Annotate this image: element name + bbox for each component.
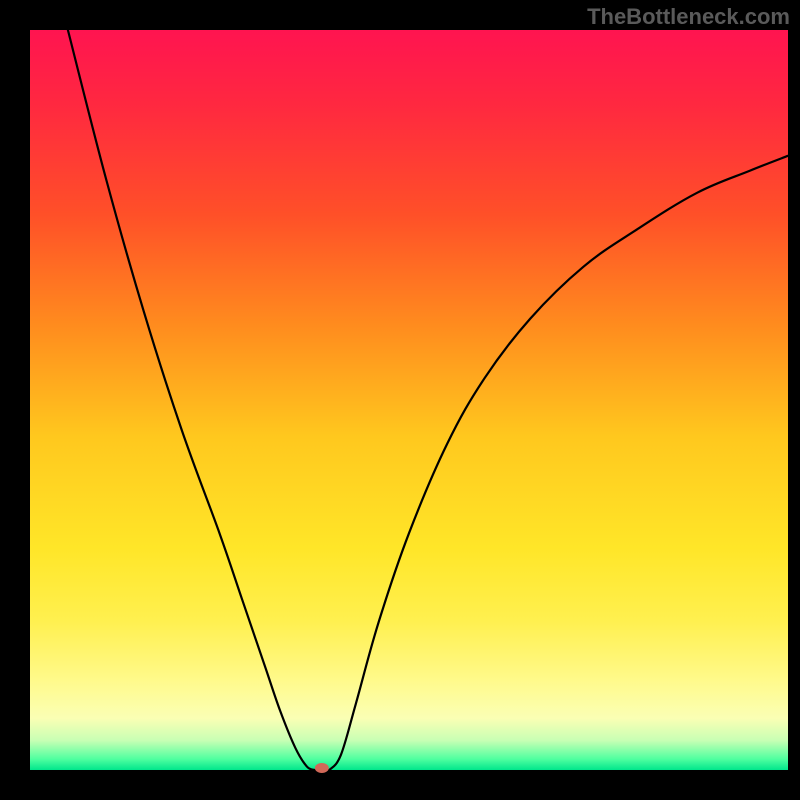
watermark-text: TheBottleneck.com <box>587 4 790 30</box>
optimal-point-marker <box>315 763 329 773</box>
chart-svg <box>0 0 800 800</box>
bottleneck-chart <box>0 0 800 800</box>
chart-background-gradient <box>30 30 788 770</box>
